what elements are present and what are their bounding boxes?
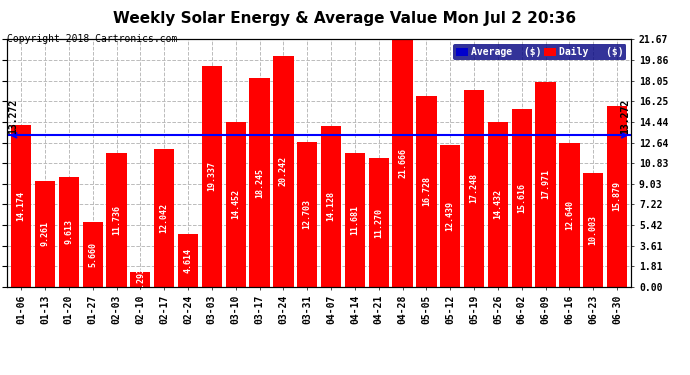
Bar — [393, 39, 413, 287]
Bar — [273, 56, 293, 287]
Bar — [106, 153, 127, 287]
Bar — [440, 145, 460, 287]
Text: 1.293: 1.293 — [136, 267, 145, 292]
Text: 21.666: 21.666 — [398, 148, 407, 178]
Text: 14.128: 14.128 — [326, 191, 335, 221]
Text: 16.728: 16.728 — [422, 176, 431, 206]
Bar — [416, 96, 437, 287]
Text: 12.640: 12.640 — [565, 200, 574, 230]
Bar — [464, 90, 484, 287]
Text: 10.003: 10.003 — [589, 215, 598, 245]
Text: 15.879: 15.879 — [613, 181, 622, 211]
Text: 11.270: 11.270 — [374, 207, 383, 237]
Text: 14.174: 14.174 — [17, 191, 26, 221]
Text: 20.242: 20.242 — [279, 156, 288, 186]
Text: 14.432: 14.432 — [493, 189, 502, 219]
Text: 12.703: 12.703 — [303, 200, 312, 230]
Text: Weekly Solar Energy & Average Value Mon Jul 2 20:36: Weekly Solar Energy & Average Value Mon … — [113, 11, 577, 26]
Text: 14.452: 14.452 — [231, 189, 240, 219]
Bar — [321, 126, 341, 287]
Bar — [368, 158, 389, 287]
Text: 11.681: 11.681 — [351, 205, 359, 235]
Bar — [488, 122, 508, 287]
Bar — [154, 149, 175, 287]
Bar — [345, 153, 365, 287]
Text: 17.248: 17.248 — [470, 173, 479, 203]
Text: 18.245: 18.245 — [255, 168, 264, 198]
Bar — [535, 82, 555, 287]
Bar — [130, 272, 150, 287]
Legend: Average  ($), Daily   ($): Average ($), Daily ($) — [453, 44, 627, 60]
Text: 12.042: 12.042 — [159, 203, 168, 233]
Text: 9.261: 9.261 — [41, 222, 50, 246]
Text: 17.971: 17.971 — [541, 169, 550, 199]
Text: 4.614: 4.614 — [184, 248, 193, 273]
Text: 13.272: 13.272 — [8, 98, 18, 134]
Bar — [583, 172, 603, 287]
Bar — [297, 142, 317, 287]
Text: 12.439: 12.439 — [446, 201, 455, 231]
Bar — [249, 78, 270, 287]
Bar — [59, 177, 79, 287]
Text: 13.272: 13.272 — [620, 98, 630, 134]
Bar — [83, 222, 103, 287]
Bar — [201, 66, 222, 287]
Bar — [511, 108, 532, 287]
Bar — [560, 142, 580, 287]
Text: 9.613: 9.613 — [64, 219, 73, 245]
Text: Copyright 2018 Cartronics.com: Copyright 2018 Cartronics.com — [7, 34, 177, 44]
Text: 15.616: 15.616 — [518, 183, 526, 213]
Bar — [226, 122, 246, 287]
Text: 19.337: 19.337 — [208, 162, 217, 192]
Bar — [607, 105, 627, 287]
Text: 11.736: 11.736 — [112, 205, 121, 235]
Bar — [11, 125, 31, 287]
Text: 5.660: 5.660 — [88, 242, 97, 267]
Bar — [35, 181, 55, 287]
Bar — [178, 234, 198, 287]
